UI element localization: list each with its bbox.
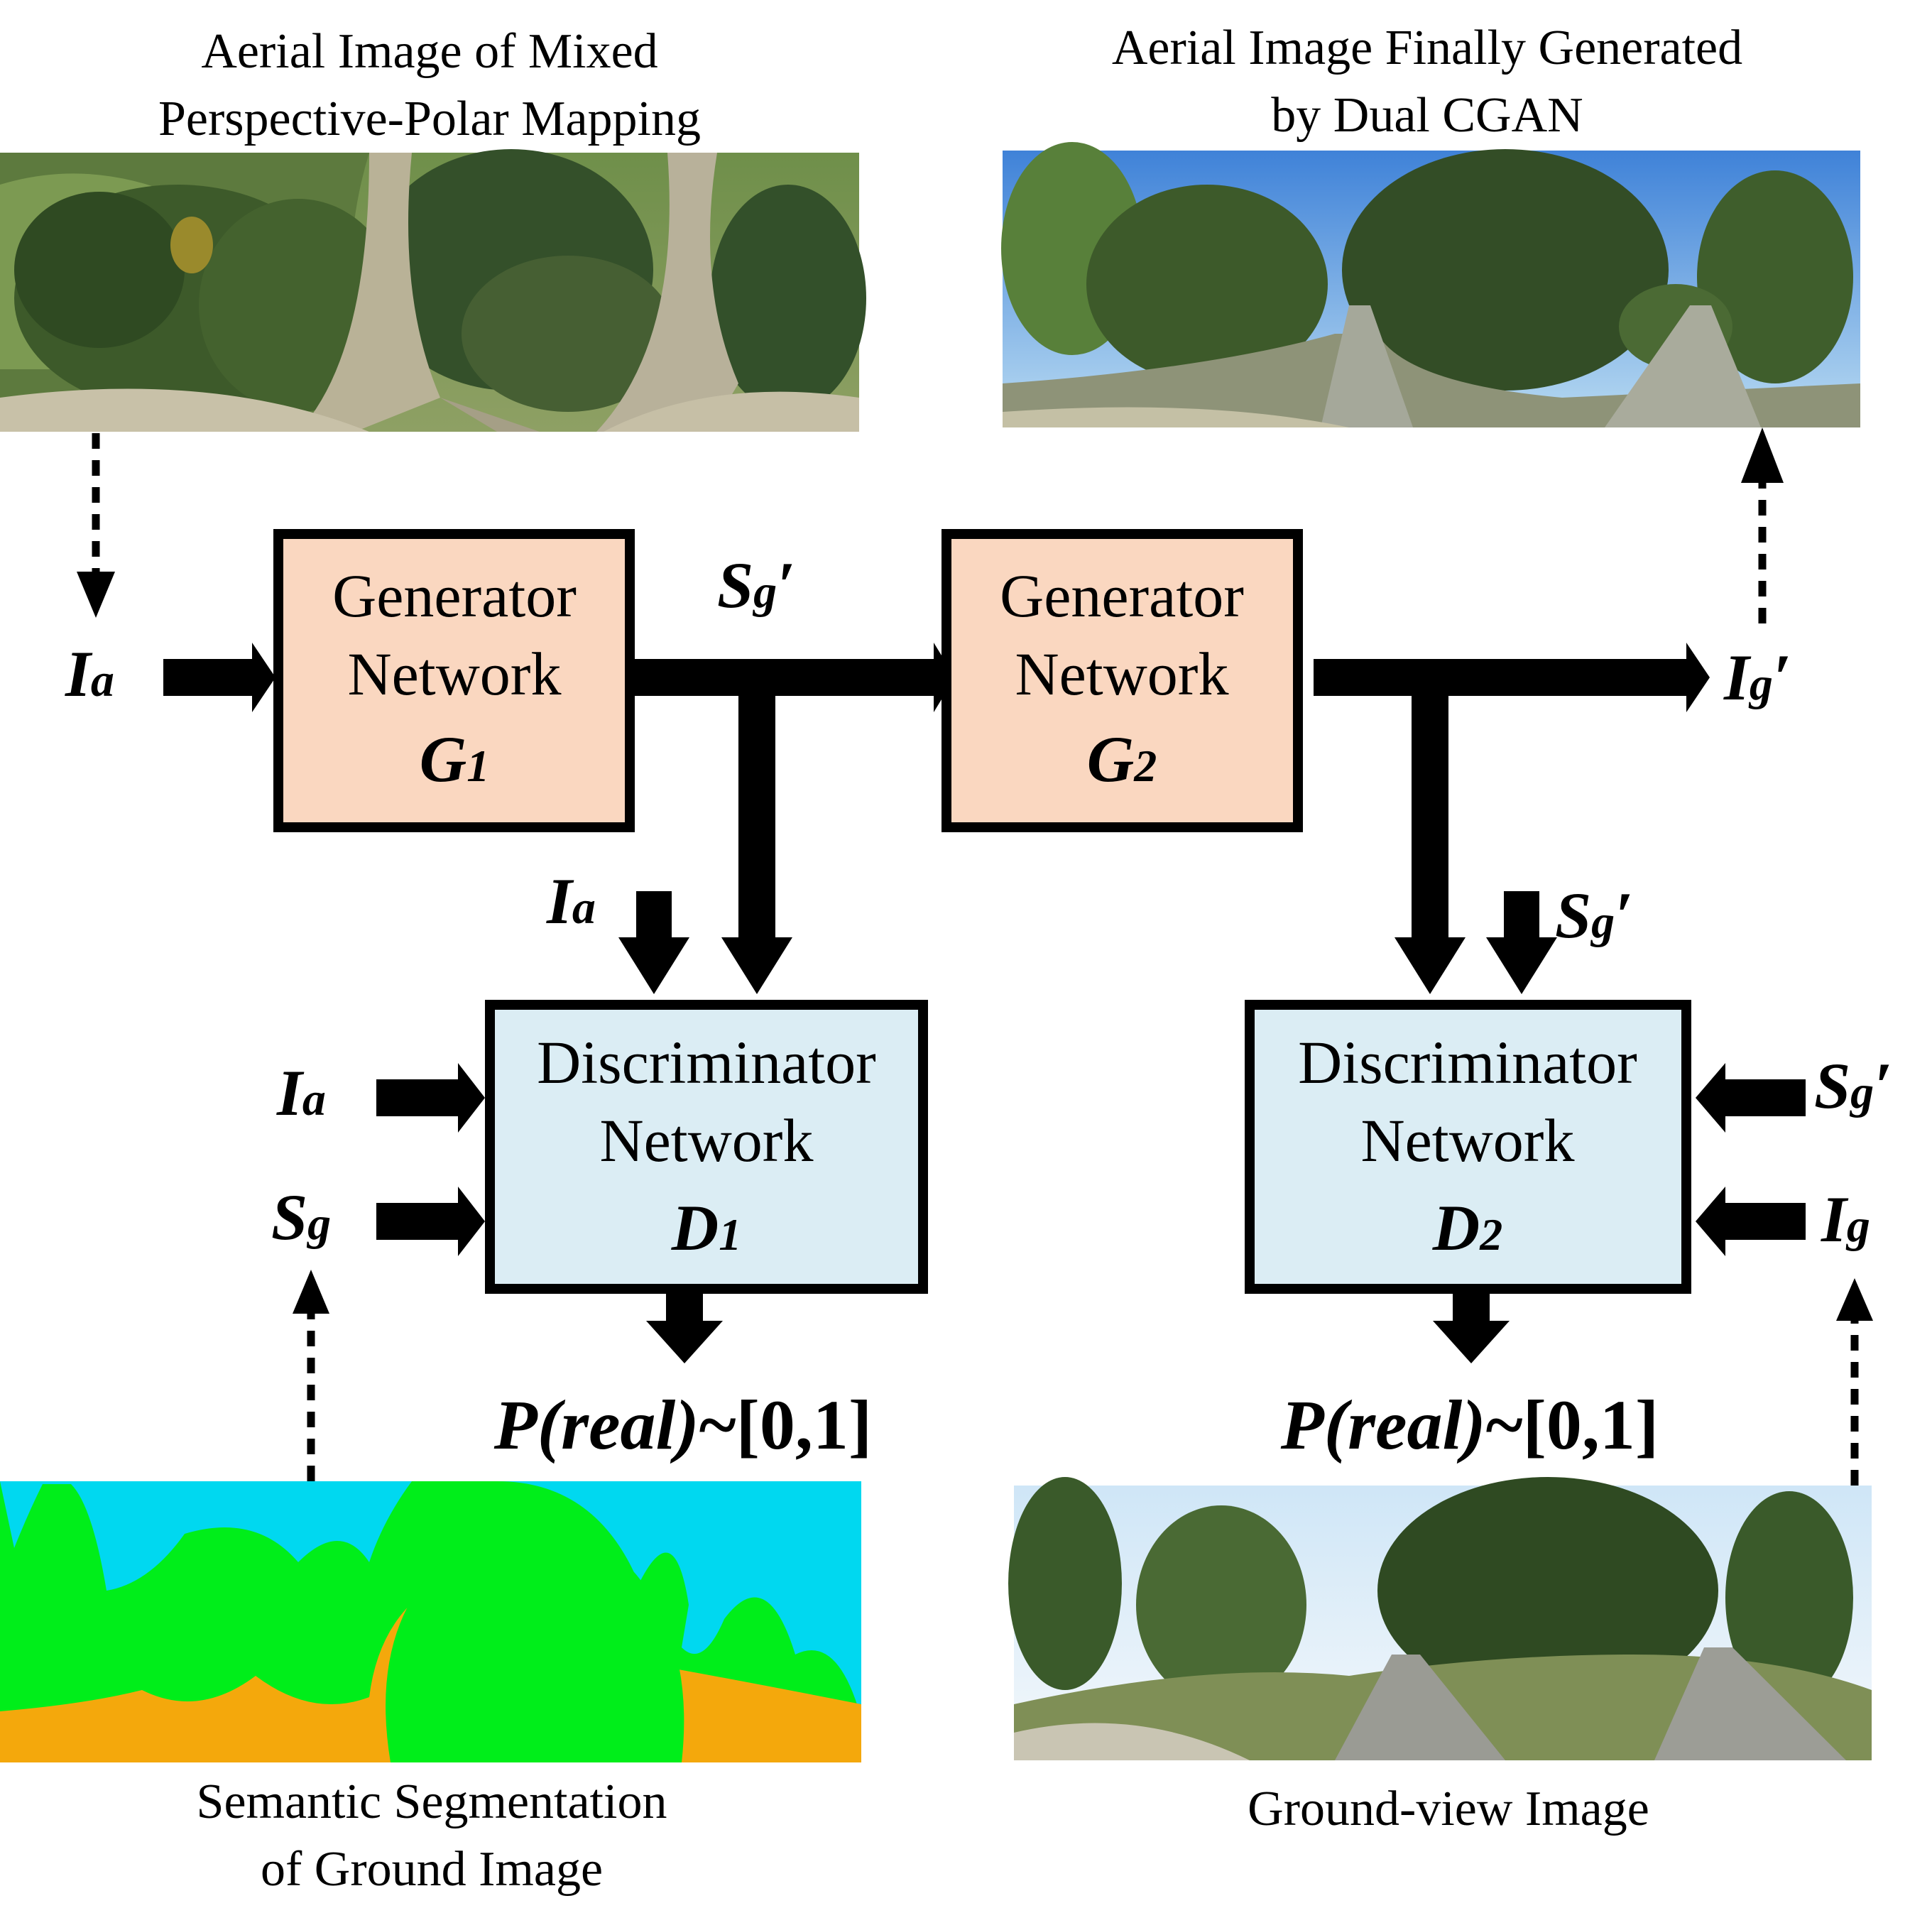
symbol-ig-d2-right-main: I xyxy=(1821,1183,1849,1255)
symbol-sg-d1-left-main: S xyxy=(271,1181,307,1253)
d2-identifier-main: D xyxy=(1432,1192,1480,1264)
symbol-sg-prime-d2-right-prime: ′ xyxy=(1874,1050,1892,1122)
arrow-ig-to-d2-right xyxy=(1696,1187,1806,1256)
g1-identifier: G1 xyxy=(420,723,489,795)
arrow-sg-prime-to-d2-right xyxy=(1696,1063,1806,1133)
d1-identifier-sub: 1 xyxy=(719,1209,741,1260)
symbol-sg-prime-d2-top-prime: ′ xyxy=(1615,879,1633,952)
caption-generated-line2: by Dual CGAN xyxy=(1271,88,1583,143)
symbol-ia-d1-left-sub: a xyxy=(302,1074,326,1126)
symbol-ig-prime-output-main: I xyxy=(1723,641,1752,714)
symbol-ia-input-main: I xyxy=(65,638,93,710)
symbol-ia-input: Ia xyxy=(65,638,114,710)
g1-label-line1: Generator xyxy=(332,562,577,630)
g2-identifier-main: G xyxy=(1087,723,1134,795)
symbol-sg-prime-middle-sub: g xyxy=(752,566,777,618)
g1-label-line2: Network xyxy=(348,640,562,708)
discriminator-d1-box: Discriminator Network D1 xyxy=(485,1000,928,1294)
arrow-ia-to-d1-left xyxy=(376,1063,485,1133)
symbol-sg-prime-middle: Sg′ xyxy=(717,549,795,621)
caption-generated-line1: Aerial Image Finally Generated xyxy=(1112,21,1742,75)
p-real-output-d2: P(real)~[0,1] xyxy=(1280,1385,1659,1464)
symbol-ig-d2-right: Ig xyxy=(1821,1183,1870,1255)
arrow-ia-to-g1 xyxy=(163,643,275,712)
arrow-sg-to-d1-left xyxy=(376,1187,485,1256)
g2-identifier: G2 xyxy=(1087,723,1157,795)
p-real-d2-italic: P(real) xyxy=(1280,1385,1486,1464)
symbol-sg-prime-middle-main: S xyxy=(717,549,753,621)
connector-g1-to-g2 xyxy=(632,643,955,712)
symbol-sg-prime-d2-top-sub: g xyxy=(1590,896,1615,948)
symbol-ig-d2-right-sub: g xyxy=(1845,1200,1870,1252)
caption-segmentation-line1: Semantic Segmentation xyxy=(197,1775,667,1829)
d1-identifier-main: D xyxy=(671,1192,719,1264)
generated-ground-image xyxy=(1001,142,1860,427)
segmentation-image xyxy=(0,1481,861,1762)
g1-identifier-sub: 1 xyxy=(466,741,489,791)
d2-label-line1: Discriminator xyxy=(1298,1028,1637,1096)
caption-ground-view: Ground-view Image xyxy=(1248,1782,1649,1836)
d2-identifier: D2 xyxy=(1432,1192,1502,1264)
symbol-sg-prime-d2-right: Sg′ xyxy=(1814,1050,1892,1122)
symbol-ig-prime-output: Ig′ xyxy=(1723,641,1791,714)
arrow-d2-to-p-real xyxy=(1433,1285,1510,1363)
discriminator-d2-box: Discriminator Network D2 xyxy=(1245,1000,1691,1294)
symbol-ia-d1-left-main: I xyxy=(276,1057,305,1129)
arrow-d1-to-p-real xyxy=(646,1285,723,1363)
symbol-ia-d1-top-sub: a xyxy=(572,882,596,934)
arrow-ia-to-d1-top xyxy=(618,891,689,994)
symbol-ig-prime-output-sub: g xyxy=(1748,658,1773,710)
g1-identifier-main: G xyxy=(420,723,466,795)
dashed-arrow-ig-prime-to-generated xyxy=(1741,427,1784,623)
symbol-sg-prime-d2-top-main: S xyxy=(1555,879,1591,952)
d1-label-line1: Discriminator xyxy=(537,1028,876,1096)
symbol-ia-d1-top: Ia xyxy=(546,865,596,937)
caption-aerial-input-line2: Perspective-Polar Mapping xyxy=(158,92,701,146)
d2-label-line2: Network xyxy=(1361,1106,1575,1174)
symbol-sg-prime-middle-prime: ′ xyxy=(777,549,795,621)
p-real-d2-range: ~[0,1] xyxy=(1486,1385,1659,1464)
g2-label-line2: Network xyxy=(1015,640,1229,708)
arrow-sg-prime-to-d2-top xyxy=(1486,891,1557,994)
generator-g1-box: Generator Network G1 xyxy=(273,529,635,832)
generator-g2-box: Generator Network G2 xyxy=(942,529,1303,832)
symbol-ia-d1-top-main: I xyxy=(546,865,574,937)
caption-aerial-input-line1: Aerial Image of Mixed xyxy=(201,24,657,79)
p-real-d1-italic: P(real) xyxy=(493,1385,699,1464)
caption-segmentation-line2: of Ground Image xyxy=(261,1842,603,1897)
symbol-sg-prime-d2-right-sub: g xyxy=(1849,1067,1874,1118)
symbol-sg-d1-left: Sg xyxy=(271,1181,331,1253)
p-real-d1-range: ~[0,1] xyxy=(699,1385,873,1464)
aerial-polar-image xyxy=(0,149,866,432)
symbol-ia-input-sub: a xyxy=(91,655,114,707)
d2-identifier-sub: 2 xyxy=(1479,1209,1502,1260)
symbol-sg-prime-d2-right-main: S xyxy=(1814,1050,1850,1122)
dashed-arrow-segmentation-to-sg xyxy=(293,1270,329,1481)
connector-sg-prime-to-d1 xyxy=(721,677,792,994)
symbol-ig-prime-output-prime: ′ xyxy=(1773,641,1791,714)
symbol-sg-prime-d2-top: Sg′ xyxy=(1555,879,1633,952)
d1-identifier: D1 xyxy=(671,1192,741,1264)
p-real-output-d1: P(real)~[0,1] xyxy=(493,1385,872,1464)
ground-view-image xyxy=(1008,1477,1872,1760)
dashed-arrow-ground-view-to-ig xyxy=(1836,1278,1873,1486)
g2-identifier-sub: 2 xyxy=(1133,741,1157,791)
symbol-sg-d1-left-sub: g xyxy=(306,1198,331,1250)
dashed-arrow-aerial-to-ia xyxy=(77,433,115,618)
connector-ig-prime-to-d2 xyxy=(1395,677,1466,994)
connector-g2-to-ig-prime xyxy=(1314,643,1710,712)
symbol-ia-d1-left: Ia xyxy=(276,1057,326,1129)
g2-label-line1: Generator xyxy=(1000,562,1244,630)
d1-label-line2: Network xyxy=(600,1106,814,1174)
